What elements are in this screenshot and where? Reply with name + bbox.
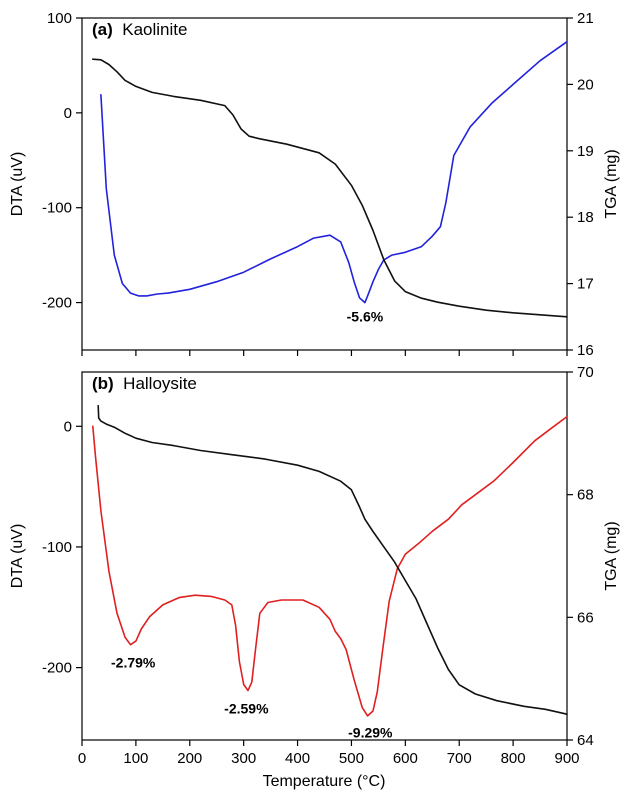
panel-b-ylabel: DTA (uV) (9, 524, 26, 589)
panel-b-curves (92, 404, 568, 717)
mass-loss-annotation: -5.6% (347, 309, 384, 325)
dta-curve (92, 415, 568, 717)
x-tick-label: 100 (123, 750, 148, 767)
right-tick-label: 20 (577, 76, 594, 93)
left-tick-label: -100 (42, 200, 72, 217)
panel-a-ticks: -200 -100 0 100 16 17 18 19 20 21 (42, 10, 594, 359)
tga-curve (97, 404, 568, 715)
mass-loss-annotation: -2.59% (224, 700, 269, 716)
panel-a-y2label: TGA (mg) (603, 149, 620, 218)
panel-b-y2label: TGA (mg) (603, 521, 620, 590)
x-tick-label: 500 (339, 750, 364, 767)
x-tick-label: 300 (231, 750, 256, 767)
right-tick-label: 19 (577, 143, 594, 160)
x-tick-label: 800 (501, 750, 526, 767)
x-tick-label: 400 (285, 750, 310, 767)
mass-loss-annotation: -9.29% (348, 725, 393, 741)
x-tick-label: 200 (177, 750, 202, 767)
left-tick-label: -200 (42, 295, 72, 312)
panel-a-kaolinite: -200 -100 0 100 16 17 18 19 20 21 (a) Kaolinite D… (9, 10, 620, 359)
panel-b-title: (b) Halloysite (92, 374, 197, 393)
panel-b-annotations: -2.79% -2.59% -9.29% (111, 655, 393, 741)
panel-a-title: (a) Kaolinite (92, 20, 187, 39)
left-tick-label: -100 (42, 539, 72, 556)
right-tick-label: 70 (577, 364, 594, 381)
x-tick-label: 700 (447, 750, 472, 767)
dta-curve (100, 40, 568, 304)
panel-b-name: Halloysite (123, 374, 197, 393)
panel-a-frame (81, 17, 568, 351)
panel-b-frame (81, 371, 568, 741)
right-tick-label: 18 (577, 209, 594, 226)
x-tick-label: 600 (393, 750, 418, 767)
mass-loss-annotation: -2.79% (111, 655, 156, 671)
panel-a-ylabel: DTA (uV) (9, 152, 26, 217)
left-tick-label: 100 (47, 10, 72, 27)
panel-a-letter: (a) (92, 20, 113, 39)
panel-a-name: Kaolinite (122, 20, 187, 39)
left-tick-label: 0 (64, 418, 72, 435)
right-tick-label: 16 (577, 342, 594, 359)
right-tick-label: 64 (577, 732, 594, 749)
panel-b-letter: (b) (92, 374, 114, 393)
left-tick-label: -200 (42, 660, 72, 677)
right-tick-label: 66 (577, 609, 594, 626)
panel-a-curves (92, 40, 568, 318)
x-tick-label: 900 (554, 750, 579, 767)
right-tick-label: 21 (577, 10, 594, 27)
right-tick-label: 68 (577, 487, 594, 504)
right-tick-label: 17 (577, 276, 594, 293)
x-tick-label: 0 (78, 750, 86, 767)
x-axis-label: Temperature (°C) (263, 773, 386, 790)
left-tick-label: 0 (64, 105, 72, 122)
tga-curve (92, 58, 568, 318)
panel-a-annotations: -5.6% (347, 309, 384, 325)
